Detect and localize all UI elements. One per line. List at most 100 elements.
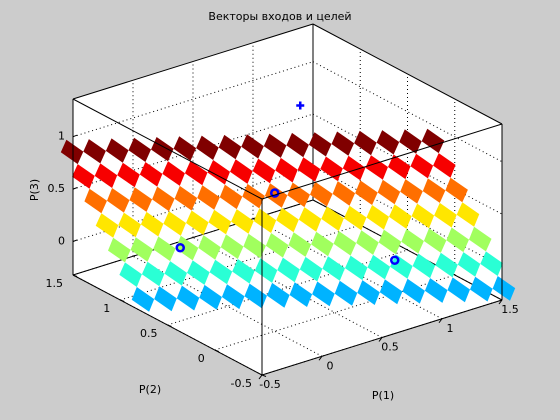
x-tick-label: 0 <box>327 359 334 372</box>
y-tick <box>72 274 78 277</box>
surface-cell <box>410 153 434 179</box>
surface-cell <box>422 178 446 203</box>
surface-cell <box>174 185 198 211</box>
surface-cell <box>175 235 199 261</box>
box-edge <box>312 199 503 301</box>
z-axis-label: P(3) <box>28 179 41 201</box>
y-tick-label: 1 <box>103 302 110 315</box>
chart-title: Векторы входов и целей <box>208 10 351 23</box>
surface-cell <box>288 232 312 257</box>
surface-cell <box>456 202 480 227</box>
y-tick-label: 1.5 <box>46 277 64 290</box>
surface-cell <box>310 181 333 207</box>
z-tick-label: 1 <box>58 130 65 143</box>
surface-cell <box>366 205 389 230</box>
x-tick <box>318 355 323 361</box>
surface-cell <box>321 206 344 231</box>
surface-cell <box>131 287 155 312</box>
point-circle <box>270 188 280 198</box>
surface-cell <box>95 213 119 238</box>
surface-cell <box>365 155 388 180</box>
surface-cell <box>241 134 264 159</box>
surface-cell <box>83 139 106 164</box>
surface-cell <box>230 159 253 184</box>
surface-cell <box>308 132 332 157</box>
surface-cell <box>275 157 298 183</box>
y-tick-label: 0 <box>198 352 205 365</box>
surface-cell <box>254 258 278 283</box>
surface-cell <box>140 211 164 237</box>
surface-cell <box>357 280 380 305</box>
surface-cell <box>130 237 154 262</box>
z-tick <box>72 239 78 242</box>
surface-cell <box>399 129 422 154</box>
x-tick <box>498 299 503 305</box>
surface-cell <box>433 153 456 178</box>
surface-cell <box>276 207 299 233</box>
surface-cell <box>334 280 358 306</box>
surface-cell <box>289 282 313 307</box>
surface-cell <box>345 255 368 281</box>
box-edge <box>72 23 314 100</box>
surface-cell <box>244 283 267 309</box>
x-tick-label: 1.5 <box>501 303 519 316</box>
box-edge <box>72 199 314 276</box>
axes: -0.5 0 0.5 1 1.5 -0.5 0 0.5 1 1.5 0 0.5 1 <box>46 23 519 391</box>
x-tick <box>258 374 263 380</box>
surface-cell <box>287 182 310 208</box>
surface-cell <box>221 284 245 310</box>
surface-cell <box>162 161 185 186</box>
surface-cell <box>207 160 230 185</box>
surface-cell <box>263 133 287 158</box>
surface-cell <box>412 253 436 279</box>
surface-cell <box>267 282 290 308</box>
surface-cell <box>480 251 503 276</box>
surface-cell <box>154 286 177 312</box>
z-tick <box>72 187 78 190</box>
x-axis-label: P(1) <box>372 389 394 402</box>
surface-cell <box>164 261 187 286</box>
surface-cell <box>298 207 322 232</box>
surface-cell <box>176 285 200 311</box>
surface-cell <box>232 259 255 284</box>
surface-cell <box>312 281 335 307</box>
surface-cell <box>377 179 401 205</box>
y-tick <box>261 374 267 377</box>
surface-cell <box>197 185 220 210</box>
surface-cell <box>84 188 107 214</box>
surface-cell <box>424 278 448 303</box>
surface-cell <box>107 188 130 213</box>
surface-cell <box>265 233 289 258</box>
surface-cell <box>356 230 379 255</box>
surface-cell <box>343 205 367 231</box>
surface-cell <box>277 257 300 283</box>
x-tick <box>438 318 443 324</box>
surface-cell <box>242 183 265 209</box>
surface-cell <box>434 202 457 228</box>
z-tick-label: 0.5 <box>48 182 66 195</box>
surface-cell <box>117 162 140 188</box>
surface-cell <box>153 236 176 262</box>
z-tick-label: 0 <box>58 234 65 247</box>
surface-cell <box>421 128 445 154</box>
surface-cell <box>139 162 163 187</box>
surface-cell <box>376 130 400 155</box>
surface-cell <box>469 226 492 252</box>
surface-cell <box>198 235 221 260</box>
surface-cell <box>342 155 366 181</box>
surface-cell <box>199 284 222 310</box>
surface-cell <box>286 132 309 158</box>
surface-cell <box>401 228 424 254</box>
surface-cell <box>297 157 321 182</box>
surface-cell <box>173 136 197 161</box>
surface-cell <box>435 252 458 278</box>
surface-cell <box>252 158 276 184</box>
x-tick <box>378 337 383 342</box>
y-axis-label: P(2) <box>139 383 161 396</box>
surface-cell <box>402 278 425 304</box>
surface-cell <box>322 256 345 281</box>
surface-cell <box>208 209 232 235</box>
surface-cell <box>253 208 277 233</box>
x-tick-label: 1 <box>447 322 454 335</box>
